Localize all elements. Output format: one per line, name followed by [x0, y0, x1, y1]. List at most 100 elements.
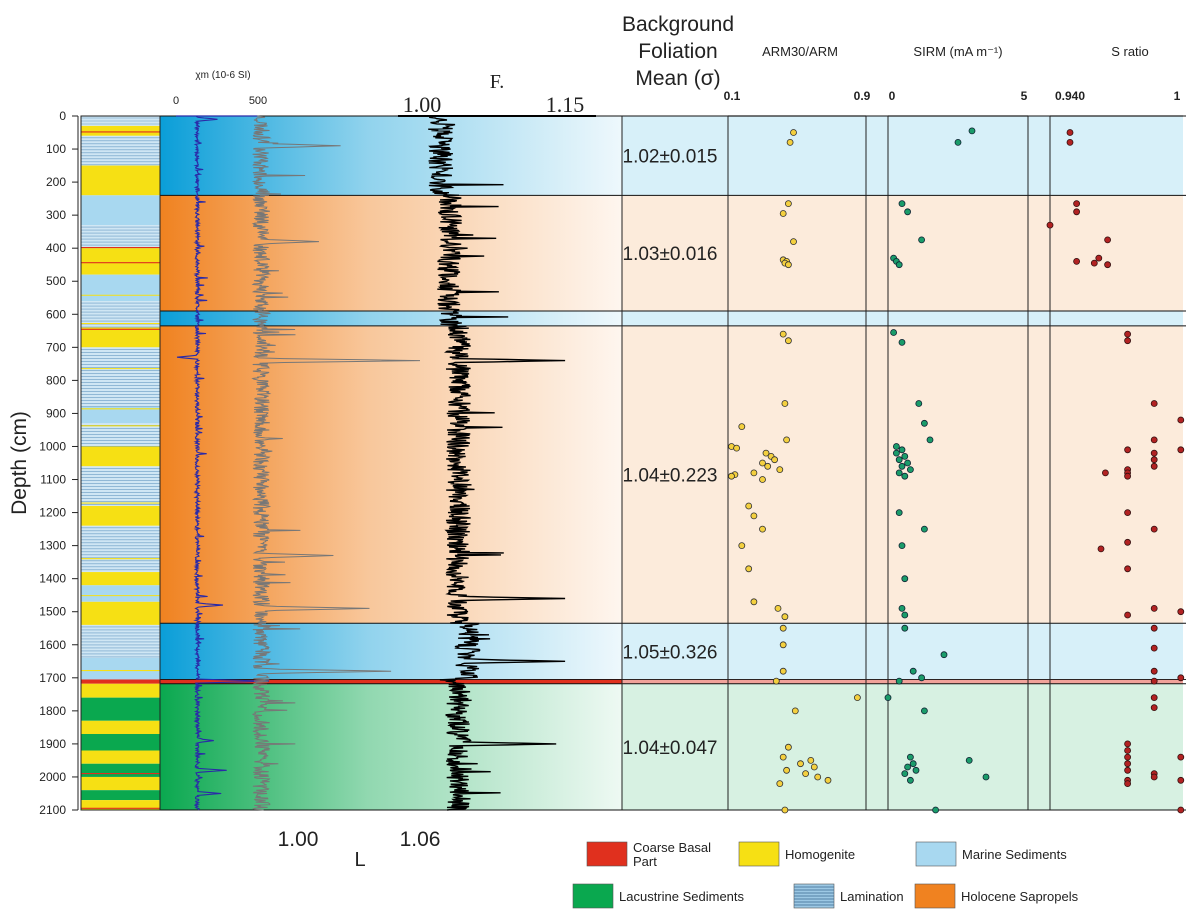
sirm-data-point: [915, 400, 923, 407]
sirm-data-point: [884, 694, 892, 701]
arm-data-point: [764, 462, 772, 470]
sratio-data-point: [1124, 446, 1131, 454]
sratio-data-point: [1046, 221, 1054, 229]
sirm-data-point: [968, 127, 976, 135]
depth-tick-label: 300: [46, 208, 66, 222]
sirm-data-point: [940, 651, 948, 659]
zone-band-right: [622, 623, 1183, 680]
foliation-panel: Background Foliation Mean (σ) 1.02±0.015 1.0…: [622, 13, 734, 759]
depth-tick-label: 1700: [39, 671, 66, 685]
lith-bed: [81, 125, 160, 136]
sratio-data-point: [1104, 236, 1111, 244]
lith-bed: [81, 763, 160, 777]
sirm-data-point: [921, 419, 928, 427]
chi-tick-label: 500: [249, 95, 267, 107]
arm-data-point: [771, 456, 778, 464]
depth-tick-label: 2100: [39, 803, 66, 817]
arm-data-point: [759, 459, 766, 467]
zone-band: [160, 623, 622, 680]
sratio-data-point: [1073, 257, 1080, 265]
lith-bed: [81, 657, 160, 680]
lith-bed: [81, 572, 160, 586]
legend-swatch: [915, 841, 957, 867]
sirm-data-point: [904, 208, 911, 216]
arm-data-point: [786, 138, 794, 146]
arm-tick-label: 0.1: [724, 89, 741, 103]
arm-data-point: [785, 743, 792, 751]
lith-bed: [81, 446, 160, 467]
f-series-line: [428, 115, 566, 811]
lith-bed: [81, 195, 160, 226]
sirm-data-point: [898, 446, 906, 454]
legend-item: Holocene Sapropels: [914, 883, 1079, 909]
arm-data-point: [750, 512, 758, 520]
sratio-data-point: [1073, 200, 1080, 208]
sratio-data-point: [1124, 337, 1131, 345]
f-tick-label: 1.15: [546, 92, 585, 117]
arm-data-point: [779, 753, 787, 761]
lith-bed: [81, 248, 160, 275]
depth-tick-label: 800: [46, 373, 66, 387]
f-panel: 1.00 1.15 F.: [398, 71, 596, 811]
l-panel: 1.00 1.06 L: [251, 115, 440, 871]
sratio-data-point: [1124, 611, 1131, 619]
lith-bed: [81, 165, 160, 196]
lith-bed: [81, 733, 160, 751]
legend-label: Coarse Basal: [633, 840, 711, 855]
arm-tick-label: 0.9: [854, 89, 871, 103]
sirm-data-point: [904, 763, 911, 771]
legend-swatch: [738, 841, 780, 867]
sirm-data-point: [909, 760, 917, 768]
sratio-data-point: [1150, 667, 1158, 675]
arm-data-point: [781, 806, 789, 814]
chi-axis-label: χm (10-6 SI): [195, 70, 250, 81]
legend-label: Holocene Sapropels: [961, 889, 1079, 904]
zone-backgrounds: [160, 115, 1186, 811]
sirm-panel: SIRM (mA m⁻¹) 0 5: [884, 44, 1028, 814]
arm-data-point: [814, 773, 822, 781]
sirm-data-point: [901, 611, 909, 619]
sirm-data-point: [926, 436, 934, 444]
lith-bed: [81, 776, 160, 791]
arm-data-point: [791, 707, 799, 715]
chi-panel: χm (10-6 SI) 0 500: [173, 70, 270, 811]
sratio-data-point: [1150, 677, 1158, 685]
zone-band-right: [622, 683, 1183, 810]
sirm-tick-label: 5: [1021, 89, 1028, 103]
arm-data-point: [790, 238, 797, 246]
sratio-data-point: [1124, 538, 1131, 546]
arm-data-point: [785, 337, 792, 345]
foliation-value: 1.04±0.047: [623, 738, 718, 759]
arm-data-point: [783, 436, 790, 444]
sirm-data-point: [921, 525, 928, 533]
legend-item: Homogenite: [738, 841, 855, 867]
sirm-data-point: [965, 757, 973, 764]
sratio-data-point: [1124, 766, 1131, 774]
arm-data-point: [785, 261, 792, 269]
lith-bed: [81, 720, 160, 734]
sirm-data-point: [901, 575, 909, 583]
sratio-data-point: [1124, 747, 1131, 754]
foliation-value: 1.04±0.223: [623, 466, 718, 487]
legend-label: Lacustrine Sediments: [619, 889, 745, 904]
sratio-data-point: [1124, 472, 1131, 480]
sratio-data-point: [1150, 644, 1158, 652]
sirm-data-point: [893, 449, 900, 457]
lith-bed: [81, 697, 160, 721]
sratio-data-point: [1177, 806, 1185, 814]
chi-tick-label: 0: [173, 95, 179, 107]
arm-data-point: [745, 565, 753, 573]
lith-bed: [81, 327, 160, 348]
arm-data-point: [750, 598, 758, 606]
sratio-data-point: [1124, 753, 1131, 761]
lith-bed: [81, 800, 160, 810]
zone-band-right: [622, 310, 1183, 326]
zone-band: [160, 116, 622, 196]
sirm-data-point: [901, 472, 909, 480]
zone-band: [160, 310, 622, 326]
zone-band: [160, 195, 622, 311]
arm-data-point: [802, 770, 809, 777]
arm-data-point: [824, 776, 832, 784]
